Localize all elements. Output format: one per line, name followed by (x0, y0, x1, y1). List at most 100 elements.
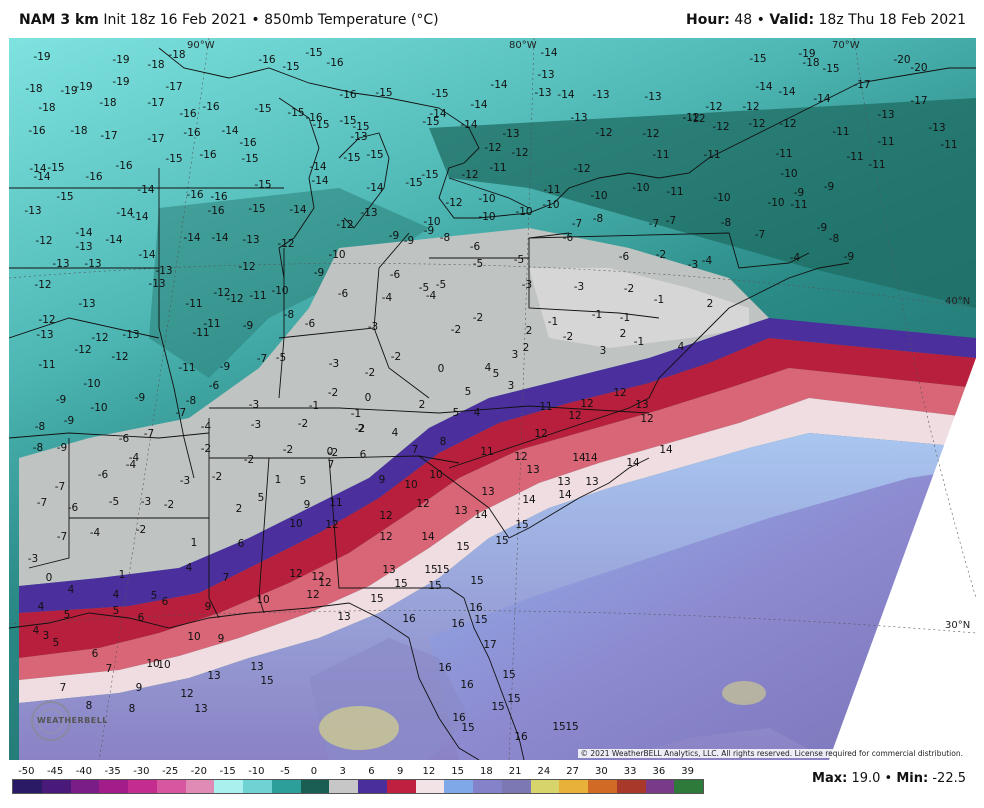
temperature-value: 15 (456, 541, 469, 553)
temperature-value: 15 (515, 519, 528, 531)
temperature-value: 13 (481, 486, 494, 498)
temperature-value: -5 (419, 282, 429, 294)
temperature-value: 15 (552, 721, 565, 733)
temperature-value: 16 (514, 731, 528, 743)
temperature-value: -18 (70, 125, 87, 137)
temperature-value: -13 (928, 122, 945, 134)
temperature-value: -15 (47, 162, 64, 174)
temperature-value: -17 (853, 79, 870, 91)
temperature-value: -9 (424, 225, 434, 237)
temperature-value: 12 (514, 451, 527, 463)
legend-tick-label: 6 (368, 766, 375, 777)
temperature-value: -12 (226, 293, 243, 305)
temperature-value: -1 (548, 316, 558, 328)
temperature-value: -18 (25, 83, 42, 95)
temperature-value: -2 (212, 471, 222, 483)
temperature-value: -2 (244, 454, 254, 466)
temperature-value: -19 (798, 48, 815, 60)
legend-tick-label: 21 (508, 766, 522, 777)
temperature-value: -10 (767, 197, 784, 209)
temperature-value: -3 (368, 321, 378, 333)
temperature-value: 5 (53, 637, 60, 649)
temperature-value: -20 (893, 54, 910, 66)
temperature-value: -12 (336, 219, 353, 231)
temperature-value: 15 (260, 675, 273, 687)
legend-color-swatch (473, 780, 502, 793)
map-panel[interactable]: -19 -19 -18 -18 -15 -15 -16 -16 -14 -15 -19 -18 -15-… (9, 38, 976, 760)
temperature-value: 3 (512, 349, 519, 361)
temperature-value: -11 (38, 359, 55, 371)
temperature-value: 15 (461, 722, 474, 734)
temperature-value: -16 (239, 137, 256, 149)
temperature-value: 5 (151, 590, 158, 602)
temperature-value: 7 (60, 682, 67, 694)
temperature-value: -7 (649, 218, 659, 230)
temperature-value: -14 (33, 171, 50, 183)
temperature-map[interactable]: -19 -19 -18-18 -15-15 -16-16-14 -15 -19-18 -15-… (9, 38, 976, 760)
temperature-value: -4 (90, 527, 101, 539)
legend-color-swatch (271, 780, 301, 793)
temperature-value: -15 (366, 149, 383, 161)
temperature-value: -3 (251, 419, 261, 431)
temperature-value: -16 (210, 191, 227, 203)
temperature-value: -14 (778, 86, 795, 98)
temperature-value: -16 (183, 127, 200, 139)
temperature-value: 9 (304, 499, 311, 511)
temperature-value: -9 (64, 415, 74, 427)
lon-label-80w: 80°W (509, 40, 537, 51)
temperature-value: -14 (75, 227, 92, 239)
temperature-value: -13 (537, 69, 554, 81)
legend-color-swatch (530, 780, 560, 793)
legend-tick-label: 0 (310, 766, 318, 777)
temperature-value: 15 (491, 701, 504, 713)
temperature-value: 2 (358, 423, 365, 435)
temperature-value: -15 (352, 121, 369, 133)
legend-tick-label: 12 (422, 766, 436, 777)
temperature-value: 14 (626, 457, 640, 469)
temperature-value: -13 (534, 87, 551, 99)
temperature-value: -9 (844, 251, 854, 263)
temperature-value: -9 (404, 235, 414, 247)
legend-tick-label: 24 (537, 766, 551, 777)
legend-color-swatch (674, 780, 703, 793)
temperature-value: -2 (136, 524, 146, 536)
lat-lon-grid (9, 38, 976, 760)
temperature-value: -15 (405, 177, 422, 189)
temperature-value: -11 (652, 149, 669, 161)
temperature-value: -8 (593, 213, 603, 225)
temperature-value: 0 (438, 363, 445, 375)
temperature-value: -14 (183, 232, 200, 244)
temperature-value: 14 (572, 452, 586, 464)
legend-tick-label: 27 (566, 766, 579, 777)
temperature-value: -4 (702, 255, 713, 267)
temperature-value: 16 (451, 618, 465, 630)
warm-yellow-patch (319, 706, 399, 750)
temperature-value: -15 (421, 169, 438, 181)
temperature-value: -11 (877, 136, 894, 148)
temperature-value: -7 (257, 353, 267, 365)
temperature-value: -2 (328, 387, 338, 399)
temperature-value: -5 (436, 279, 446, 291)
temperature-value: -13 (592, 89, 609, 101)
temperature-value: 15 (436, 564, 449, 576)
temperature-value: -4 (790, 252, 801, 264)
warm-pink-band (19, 398, 976, 703)
temperature-value: 6 (92, 648, 99, 660)
temperature-value: -5 (109, 496, 119, 508)
temperature-value: -10 (478, 193, 495, 205)
temperature-value: 15 (474, 614, 487, 626)
temperature-value: 6 (360, 449, 367, 461)
temperature-value: -9 (57, 442, 67, 454)
temperature-value: -2 (298, 418, 308, 430)
temperature-value: -3 (688, 259, 698, 271)
temperature-value: -15 (287, 107, 304, 119)
temperature-value: -13 (36, 329, 53, 341)
temperature-value: -7 (572, 218, 582, 230)
temperature-value: -17 (165, 81, 182, 93)
temperature-value: 14 (659, 444, 673, 456)
temperature-value: -2 (201, 443, 211, 455)
legend-color-swatch (588, 780, 617, 793)
temperature-value: -12 (74, 344, 91, 356)
temperature-value: -9 (817, 222, 827, 234)
temperature-value: -14 (221, 125, 238, 137)
